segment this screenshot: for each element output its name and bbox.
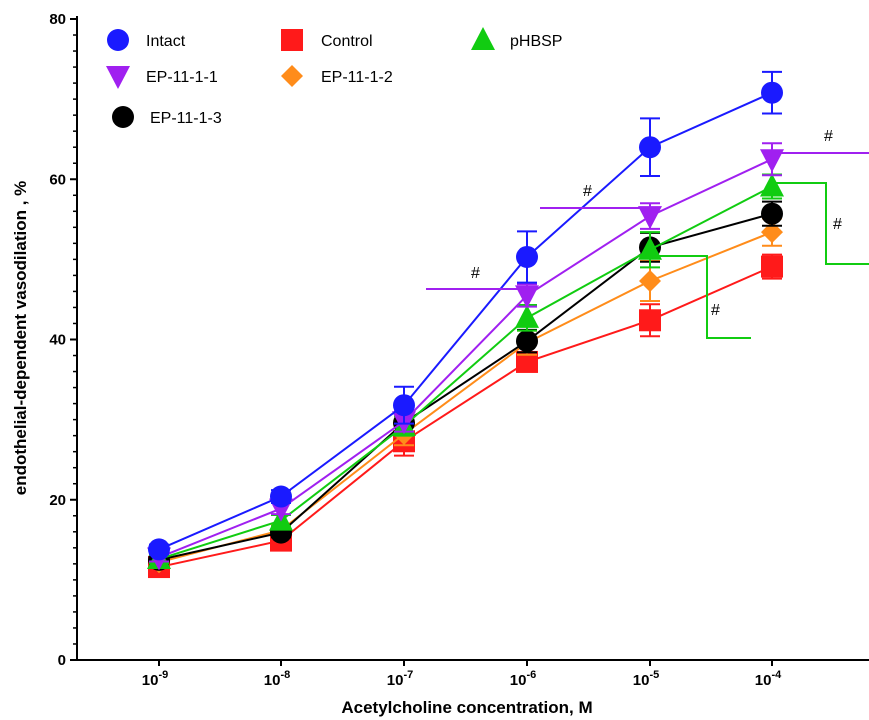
- y-tick-label: 20: [49, 492, 66, 509]
- data-point: [760, 149, 784, 173]
- data-point: [639, 136, 661, 159]
- series-line: [158, 185, 773, 560]
- legend-item: pHBSP: [471, 27, 562, 50]
- data-point: [516, 330, 538, 353]
- legend-label: EP-11-1-1: [146, 69, 218, 86]
- data-point: [516, 245, 538, 268]
- data-point: [393, 394, 415, 417]
- series-line: [158, 158, 773, 559]
- data-point: [761, 255, 783, 278]
- series-layer: [147, 70, 784, 579]
- significance-marker: #: [471, 265, 480, 282]
- data-point: [148, 538, 170, 561]
- series-intact: [148, 70, 783, 561]
- significance-marker: #: [824, 128, 833, 145]
- legend-label: EP-11-1-2: [321, 69, 393, 86]
- legend-label: EP-11-1-3: [150, 110, 222, 127]
- legend-marker: [106, 66, 130, 89]
- data-point: [639, 309, 661, 332]
- legend-label: Intact: [146, 33, 186, 50]
- legend-label: Control: [321, 33, 373, 50]
- x-tick-label: 10-9: [142, 669, 168, 689]
- x-axis-title: Acetylcholine concentration, M: [341, 698, 592, 717]
- y-axis-title: endothelial-dependent vasodilation , %: [11, 181, 30, 496]
- y-tick-label: 60: [49, 171, 66, 188]
- significance-bracket: [652, 255, 751, 339]
- y-tick-label: 40: [49, 332, 66, 349]
- series-control: [148, 253, 783, 579]
- significance-marker: #: [711, 302, 720, 319]
- significance-marker: #: [583, 183, 592, 200]
- data-point: [760, 173, 784, 197]
- series-line: [158, 265, 773, 569]
- data-point: [516, 350, 538, 373]
- data-point: [638, 206, 662, 230]
- y-tick-label: 80: [49, 11, 66, 28]
- legend-item: Intact: [107, 29, 186, 51]
- x-tick-label: 10-6: [510, 669, 536, 689]
- data-point: [639, 270, 661, 293]
- x-tick-label: 10-7: [387, 669, 413, 689]
- series-ep-11-1-3: [148, 200, 783, 571]
- data-point: [761, 81, 783, 104]
- y-tick-label: 0: [58, 652, 66, 669]
- legend-marker: [107, 29, 129, 51]
- legend-marker: [471, 27, 495, 50]
- series-line: [158, 91, 773, 551]
- x-tick-label: 10-4: [755, 669, 782, 689]
- legend-item: Control: [281, 29, 373, 51]
- axes-layer: 0 20 40 60 80 10-9 10-8 10-7 10-6 10-5 10-4: [49, 11, 869, 689]
- legend-item: EP-11-1-2: [281, 65, 393, 87]
- series-ep-11-1-1: [147, 142, 784, 571]
- data-point: [515, 304, 539, 328]
- legend-marker: [281, 29, 303, 51]
- legend-label: pHBSP: [510, 33, 562, 50]
- data-point: [270, 485, 292, 508]
- data-point: [515, 285, 539, 309]
- series-phbsp: [147, 173, 784, 570]
- x-tick-label: 10-5: [633, 669, 659, 689]
- significance-bracket: [775, 182, 869, 265]
- legend-item: EP-11-1-3: [112, 106, 222, 128]
- annotation-layer: # # # # #: [426, 128, 869, 339]
- series-line: [158, 212, 773, 561]
- legend-marker: [281, 65, 303, 87]
- legend-item: EP-11-1-1: [106, 66, 218, 89]
- legend-marker: [112, 106, 134, 128]
- legend: Intact Control pHBSP EP-11-1-1 EP-11-1-2 EP-1…: [106, 27, 562, 128]
- significance-marker: #: [833, 216, 842, 233]
- series-ep-11-1-2: [148, 217, 783, 574]
- series-line: [158, 231, 773, 564]
- data-point: [638, 236, 662, 260]
- x-tick-label: 10-8: [264, 669, 290, 689]
- data-point: [761, 202, 783, 225]
